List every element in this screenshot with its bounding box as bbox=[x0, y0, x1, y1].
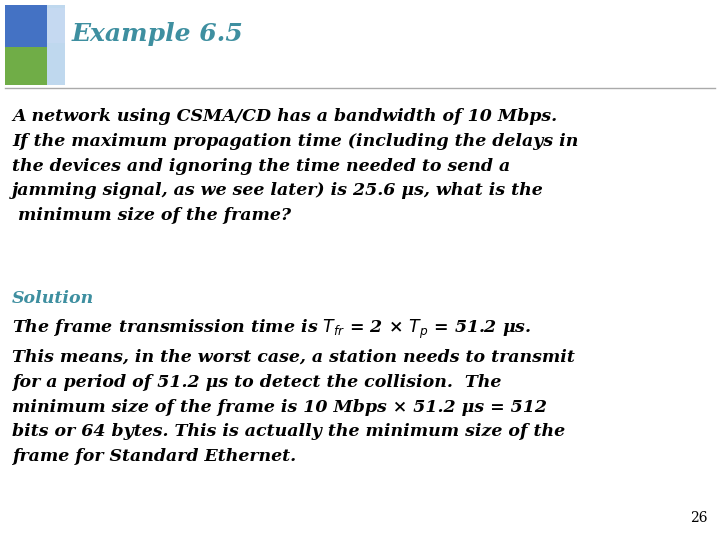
Bar bbox=[33, 5, 65, 85]
Text: Solution: Solution bbox=[12, 290, 94, 307]
Text: Example 6.5: Example 6.5 bbox=[72, 22, 244, 46]
Bar bbox=[5, 5, 47, 47]
Text: A network using CSMA/CD has a bandwidth of 10 Mbps.
If the maximum propagation t: A network using CSMA/CD has a bandwidth … bbox=[12, 108, 578, 224]
Text: The frame transmission time is $T_{fr}$ = 2 × $T_{p}$ = 51.2 μs.
This means, in : The frame transmission time is $T_{fr}$ … bbox=[12, 318, 575, 465]
Bar bbox=[47, 8, 65, 43]
Bar bbox=[5, 47, 47, 85]
Text: 26: 26 bbox=[690, 511, 708, 525]
